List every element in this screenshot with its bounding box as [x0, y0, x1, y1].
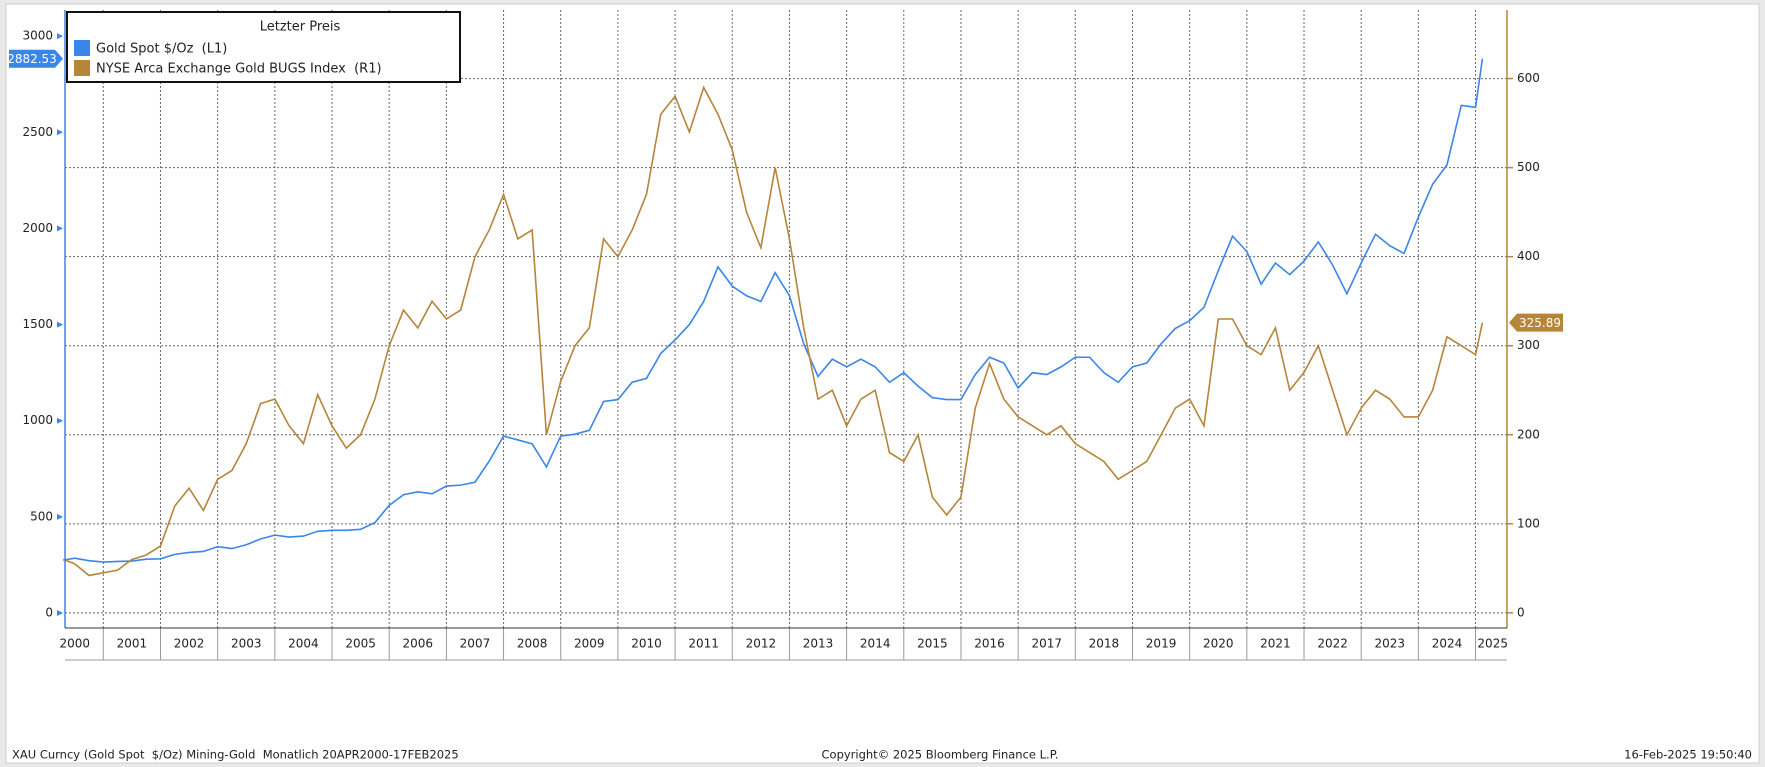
y2-tick-label: 600	[1517, 71, 1540, 85]
x-tick-label: 2014	[860, 637, 891, 651]
x-tick-label: 2010	[631, 637, 662, 651]
x-tick-label: 2000	[59, 637, 90, 651]
y-tick-label: 2500	[22, 125, 53, 139]
footer-right: 16-Feb-2025 19:50:40	[1624, 748, 1752, 762]
last-value-label: 2882.53	[7, 52, 57, 66]
x-tick-label: 2002	[174, 637, 205, 651]
y2-tick-label: 0	[1517, 605, 1525, 619]
y2-tick-label: 100	[1517, 516, 1540, 530]
x-tick-label: 2007	[460, 637, 491, 651]
y-tick	[57, 129, 63, 136]
last-value-label: 325.89	[1519, 316, 1561, 330]
y-tick	[57, 33, 63, 40]
legend-title: Letzter Preis	[260, 20, 341, 35]
x-tick-label: 2011	[688, 637, 719, 651]
y-tick-label: 3000	[22, 29, 53, 43]
x-tick-label: 2023	[1375, 637, 1406, 651]
y-tick	[57, 321, 63, 328]
x-tick-label: 2015	[917, 637, 948, 651]
legend-label: Gold Spot $/Oz (L1)	[96, 42, 227, 57]
x-tick-label: 2008	[517, 637, 548, 651]
x-tick-label: 2025	[1477, 637, 1508, 651]
x-tick-label: 2003	[231, 637, 262, 651]
y-tick	[57, 225, 63, 232]
x-tick-label: 2020	[1203, 637, 1234, 651]
x-tick-label: 2021	[1260, 637, 1291, 651]
legend-box	[66, 11, 461, 83]
y-tick-label: 500	[30, 509, 53, 523]
x-tick-label: 2013	[803, 637, 834, 651]
x-tick-label: 2024	[1432, 637, 1463, 651]
plot-area	[65, 10, 1507, 628]
series-line	[62, 85, 1484, 577]
x-tick-label: 2016	[974, 637, 1005, 651]
y-tick-label: 1500	[22, 317, 53, 331]
y-tick	[57, 513, 63, 520]
x-tick-label: 2006	[403, 637, 434, 651]
footer-left: XAU Curncy (Gold Spot $/Oz) Mining-Gold …	[12, 748, 459, 762]
y2-tick-label: 200	[1517, 427, 1540, 441]
x-tick-label: 2012	[746, 637, 777, 651]
legend-swatch	[74, 60, 90, 76]
x-tick-label: 2017	[1031, 637, 1062, 651]
x-tick-label: 2005	[345, 637, 376, 651]
last-value-flag	[1509, 313, 1563, 332]
x-tick-label: 2009	[574, 637, 605, 651]
y-tick	[57, 610, 63, 617]
x-tick-label: 2022	[1317, 637, 1348, 651]
x-tick-label: 2019	[1146, 637, 1177, 651]
y-tick-label: 0	[45, 606, 53, 620]
lines	[62, 58, 1484, 577]
y-tick-label: 1000	[22, 413, 53, 427]
footer-center: Copyright© 2025 Bloomberg Finance L.P.	[822, 748, 1059, 762]
series-line	[63, 58, 1484, 563]
y2-tick-label: 500	[1517, 160, 1540, 174]
axes: 0 100 200 300 400 500 600 0 500 1000 1500 2000 2500 3…	[7, 10, 1563, 661]
y2-tick-label: 300	[1517, 338, 1540, 352]
y-tick-label: 2000	[22, 221, 53, 235]
last-value-flag	[9, 49, 63, 68]
legend: Letzter Preis Gold Spot $/Oz (L1) NYSE Ar…	[66, 11, 461, 83]
legend-label: NYSE Arca Exchange Gold BUGS Index (R1)	[96, 62, 382, 77]
x-tick-label: 2018	[1089, 637, 1120, 651]
legend-swatch	[74, 40, 90, 56]
x-tick-label: 2004	[288, 637, 319, 651]
y-tick	[57, 417, 63, 424]
y2-tick-label: 400	[1517, 249, 1540, 263]
x-tick-label: 2001	[117, 637, 148, 651]
